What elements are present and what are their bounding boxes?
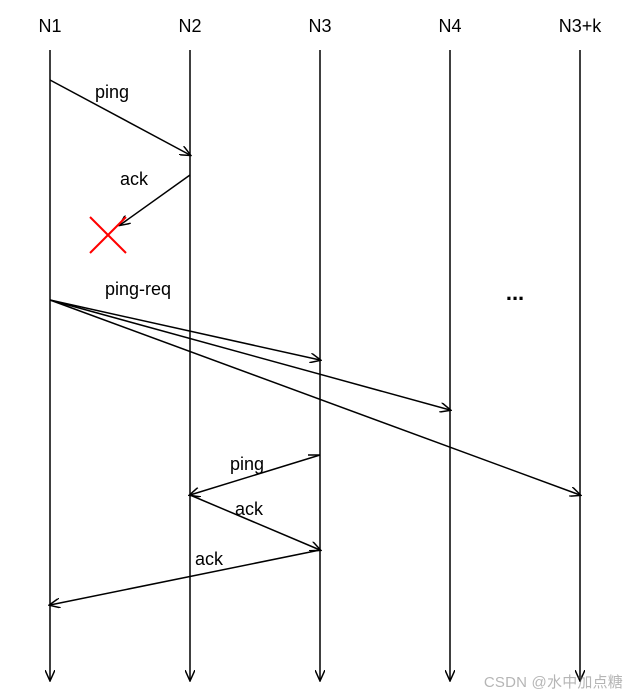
message-ack3 — [50, 550, 320, 605]
messages — [50, 80, 580, 605]
message-label-ack3: ack — [195, 549, 224, 569]
message-pingreq1 — [50, 300, 320, 360]
message-pingreq3 — [50, 300, 580, 495]
message-label-pingreq1: ping-req — [105, 279, 171, 299]
message-label-ping2: ping — [230, 454, 264, 474]
node-label-N3: N3 — [308, 16, 331, 36]
node-label-N2: N2 — [178, 16, 201, 36]
extras: ... — [90, 217, 524, 455]
sequence-diagram: ping ack ping-req ping ack ack N1 N2 N3 N4 N3+k .… — [0, 0, 637, 700]
node-label-N3k: N3+k — [559, 16, 603, 36]
node-labels: N1 N2 N3 N4 N3+k — [38, 16, 602, 36]
message-label-ping1: ping — [95, 82, 129, 102]
message-label-ack2: ack — [235, 499, 264, 519]
node-label-N4: N4 — [438, 16, 461, 36]
ellipsis: ... — [506, 280, 524, 305]
message-pingreq2 — [50, 300, 450, 410]
node-label-N1: N1 — [38, 16, 61, 36]
message-label-ack1: ack — [120, 169, 149, 189]
lifelines — [50, 50, 580, 680]
